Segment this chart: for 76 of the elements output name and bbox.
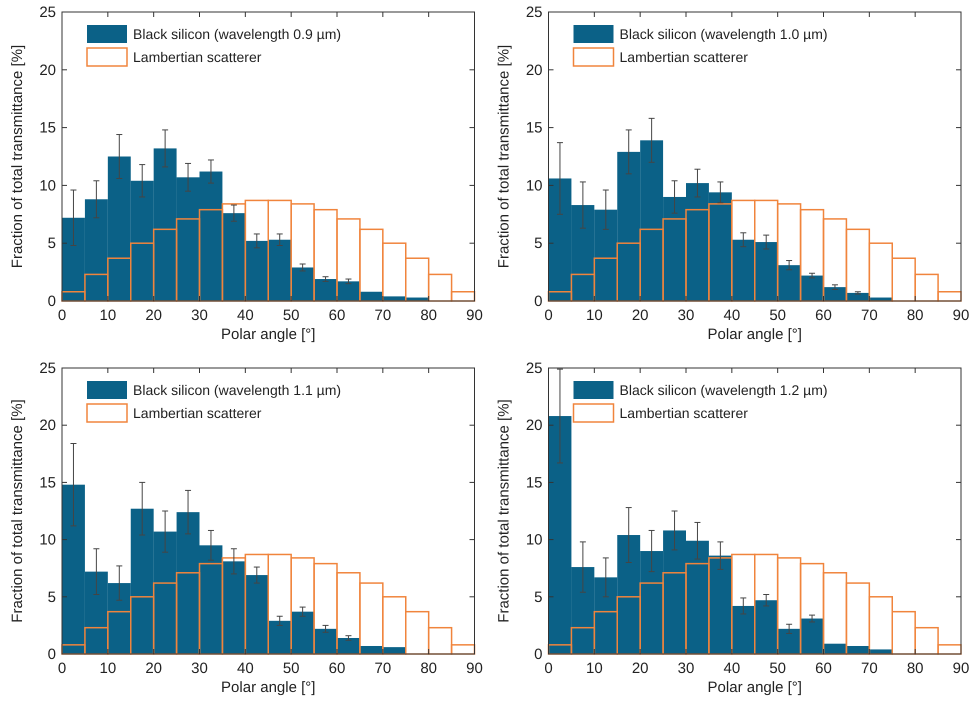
x-tick-label: 20 [145,660,162,677]
x-axis-title: Polar angle [°] [708,326,802,343]
x-tick-label: 20 [145,307,162,324]
y-tick-label: 0 [48,293,56,310]
x-axis-title: Polar angle [°] [221,679,316,696]
y-axis-title: Fraction of total transmittance [%] [9,399,26,623]
x-tick-label: 90 [952,660,970,677]
y-tick-label: 0 [534,646,542,663]
x-tick-label: 80 [420,307,438,324]
x-tick-label: 50 [282,660,300,677]
legend-label: Lambertian scatterer [620,405,748,421]
x-tick-label: 70 [860,307,878,324]
x-tick-label: 50 [282,307,300,324]
y-axis-title: Fraction of total transmittance [%] [496,399,512,623]
x-tick-label: 90 [952,307,970,324]
x-tick-label: 90 [466,307,483,324]
y-tick-label: 25 [39,360,56,377]
x-axis-title: Polar angle [°] [708,679,802,696]
x-tick-label: 50 [769,307,786,324]
x-tick-label: 50 [769,660,786,677]
y-tick-label: 25 [526,4,542,21]
y-axis-title: Fraction of total transmittance [%] [496,44,512,268]
x-tick-label: 30 [678,660,694,677]
x-tick-label: 40 [723,660,740,677]
legend-label: Lambertian scatterer [620,49,748,65]
x-tick-label: 40 [723,307,740,324]
y-tick-label: 20 [39,417,56,434]
x-tick-label: 10 [586,660,603,677]
x-tick-label: 20 [632,307,649,324]
y-tick-label: 5 [48,235,56,252]
y-tick-label: 5 [534,235,542,252]
y-tick-label: 5 [534,588,542,606]
legend-label: Black silicon (wavelength 1.2 µm) [620,382,828,398]
x-tick-label: 70 [374,660,392,677]
x-tick-label: 70 [374,307,392,324]
x-tick-label: 80 [906,660,924,677]
y-tick-label: 0 [48,646,56,663]
y-tick-label: 25 [526,360,542,377]
legend-label: Lambertian scatterer [133,49,262,65]
x-axis-title: Polar angle [°] [221,326,316,343]
y-tick-label: 15 [39,474,56,492]
x-tick-label: 10 [99,660,116,677]
x-tick-label: 10 [586,307,603,324]
x-tick-label: 80 [906,307,924,324]
legend-label: Lambertian scatterer [133,405,262,421]
y-tick-label: 10 [39,177,56,194]
y-tick-label: 10 [526,177,542,194]
y-tick-label: 20 [526,417,542,434]
x-tick-label: 40 [236,307,254,324]
x-tick-label: 60 [328,660,346,677]
y-tick-label: 5 [48,588,56,606]
y-tick-label: 20 [526,62,542,79]
x-tick-label: 20 [632,660,649,677]
y-tick-label: 15 [39,120,56,137]
y-tick-label: 15 [526,120,542,137]
x-tick-label: 40 [236,660,254,677]
y-tick-label: 10 [526,532,542,549]
x-tick-label: 70 [860,660,878,677]
legend-label: Black silicon (wavelength 0.9 µm) [133,26,342,42]
y-tick-label: 15 [526,474,542,492]
legend-label: Black silicon (wavelength 1.0 µm) [620,26,828,42]
y-tick-label: 25 [39,4,56,21]
x-tick-label: 80 [420,660,438,677]
x-tick-label: 30 [678,307,694,324]
x-tick-label: 90 [466,660,483,677]
x-tick-label: 60 [815,660,832,677]
y-axis-title: Fraction of total transmittance [%] [9,44,26,268]
y-tick-label: 10 [39,532,56,549]
x-tick-label: 10 [99,307,116,324]
x-tick-label: 60 [328,307,346,324]
y-tick-label: 0 [534,293,542,310]
x-tick-label: 60 [815,307,832,324]
legend-label: Black silicon (wavelength 1.1 µm) [133,382,342,398]
y-tick-label: 20 [39,62,56,79]
x-tick-label: 30 [191,307,208,324]
x-tick-label: 30 [191,660,208,677]
